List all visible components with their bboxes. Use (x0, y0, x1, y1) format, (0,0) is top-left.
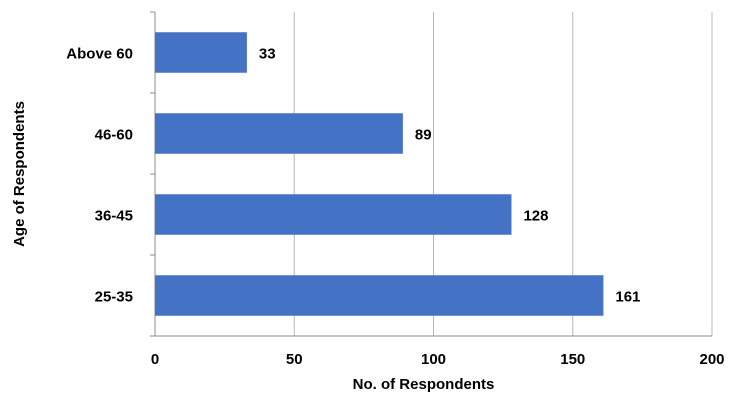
x-tick-label: 50 (286, 351, 303, 368)
bar (155, 113, 403, 154)
category-label: 25-35 (95, 289, 133, 306)
data-label: 161 (615, 289, 640, 306)
data-labels: 33 89 128 161 (259, 46, 641, 306)
bar (155, 275, 604, 316)
x-tick-label: 200 (699, 351, 724, 368)
y-axis-title: Age of Respondents (11, 101, 28, 247)
data-label: 33 (259, 46, 276, 63)
category-label: 46-60 (95, 127, 133, 144)
category-label: Above 60 (66, 46, 133, 63)
x-axis-title: No. of Respondents (353, 376, 495, 393)
bar (155, 194, 512, 235)
data-label: 89 (415, 127, 432, 144)
category-labels: Above 60 46-60 36-45 25-35 (66, 46, 133, 306)
category-label: 36-45 (95, 208, 133, 225)
x-tick-labels: 0 50 100 150 200 (151, 351, 725, 368)
data-label: 128 (523, 208, 548, 225)
bar (155, 32, 247, 73)
bars (155, 32, 604, 316)
x-tick-label: 0 (151, 351, 159, 368)
x-tick-label: 150 (560, 351, 585, 368)
x-tick-label: 100 (421, 351, 446, 368)
